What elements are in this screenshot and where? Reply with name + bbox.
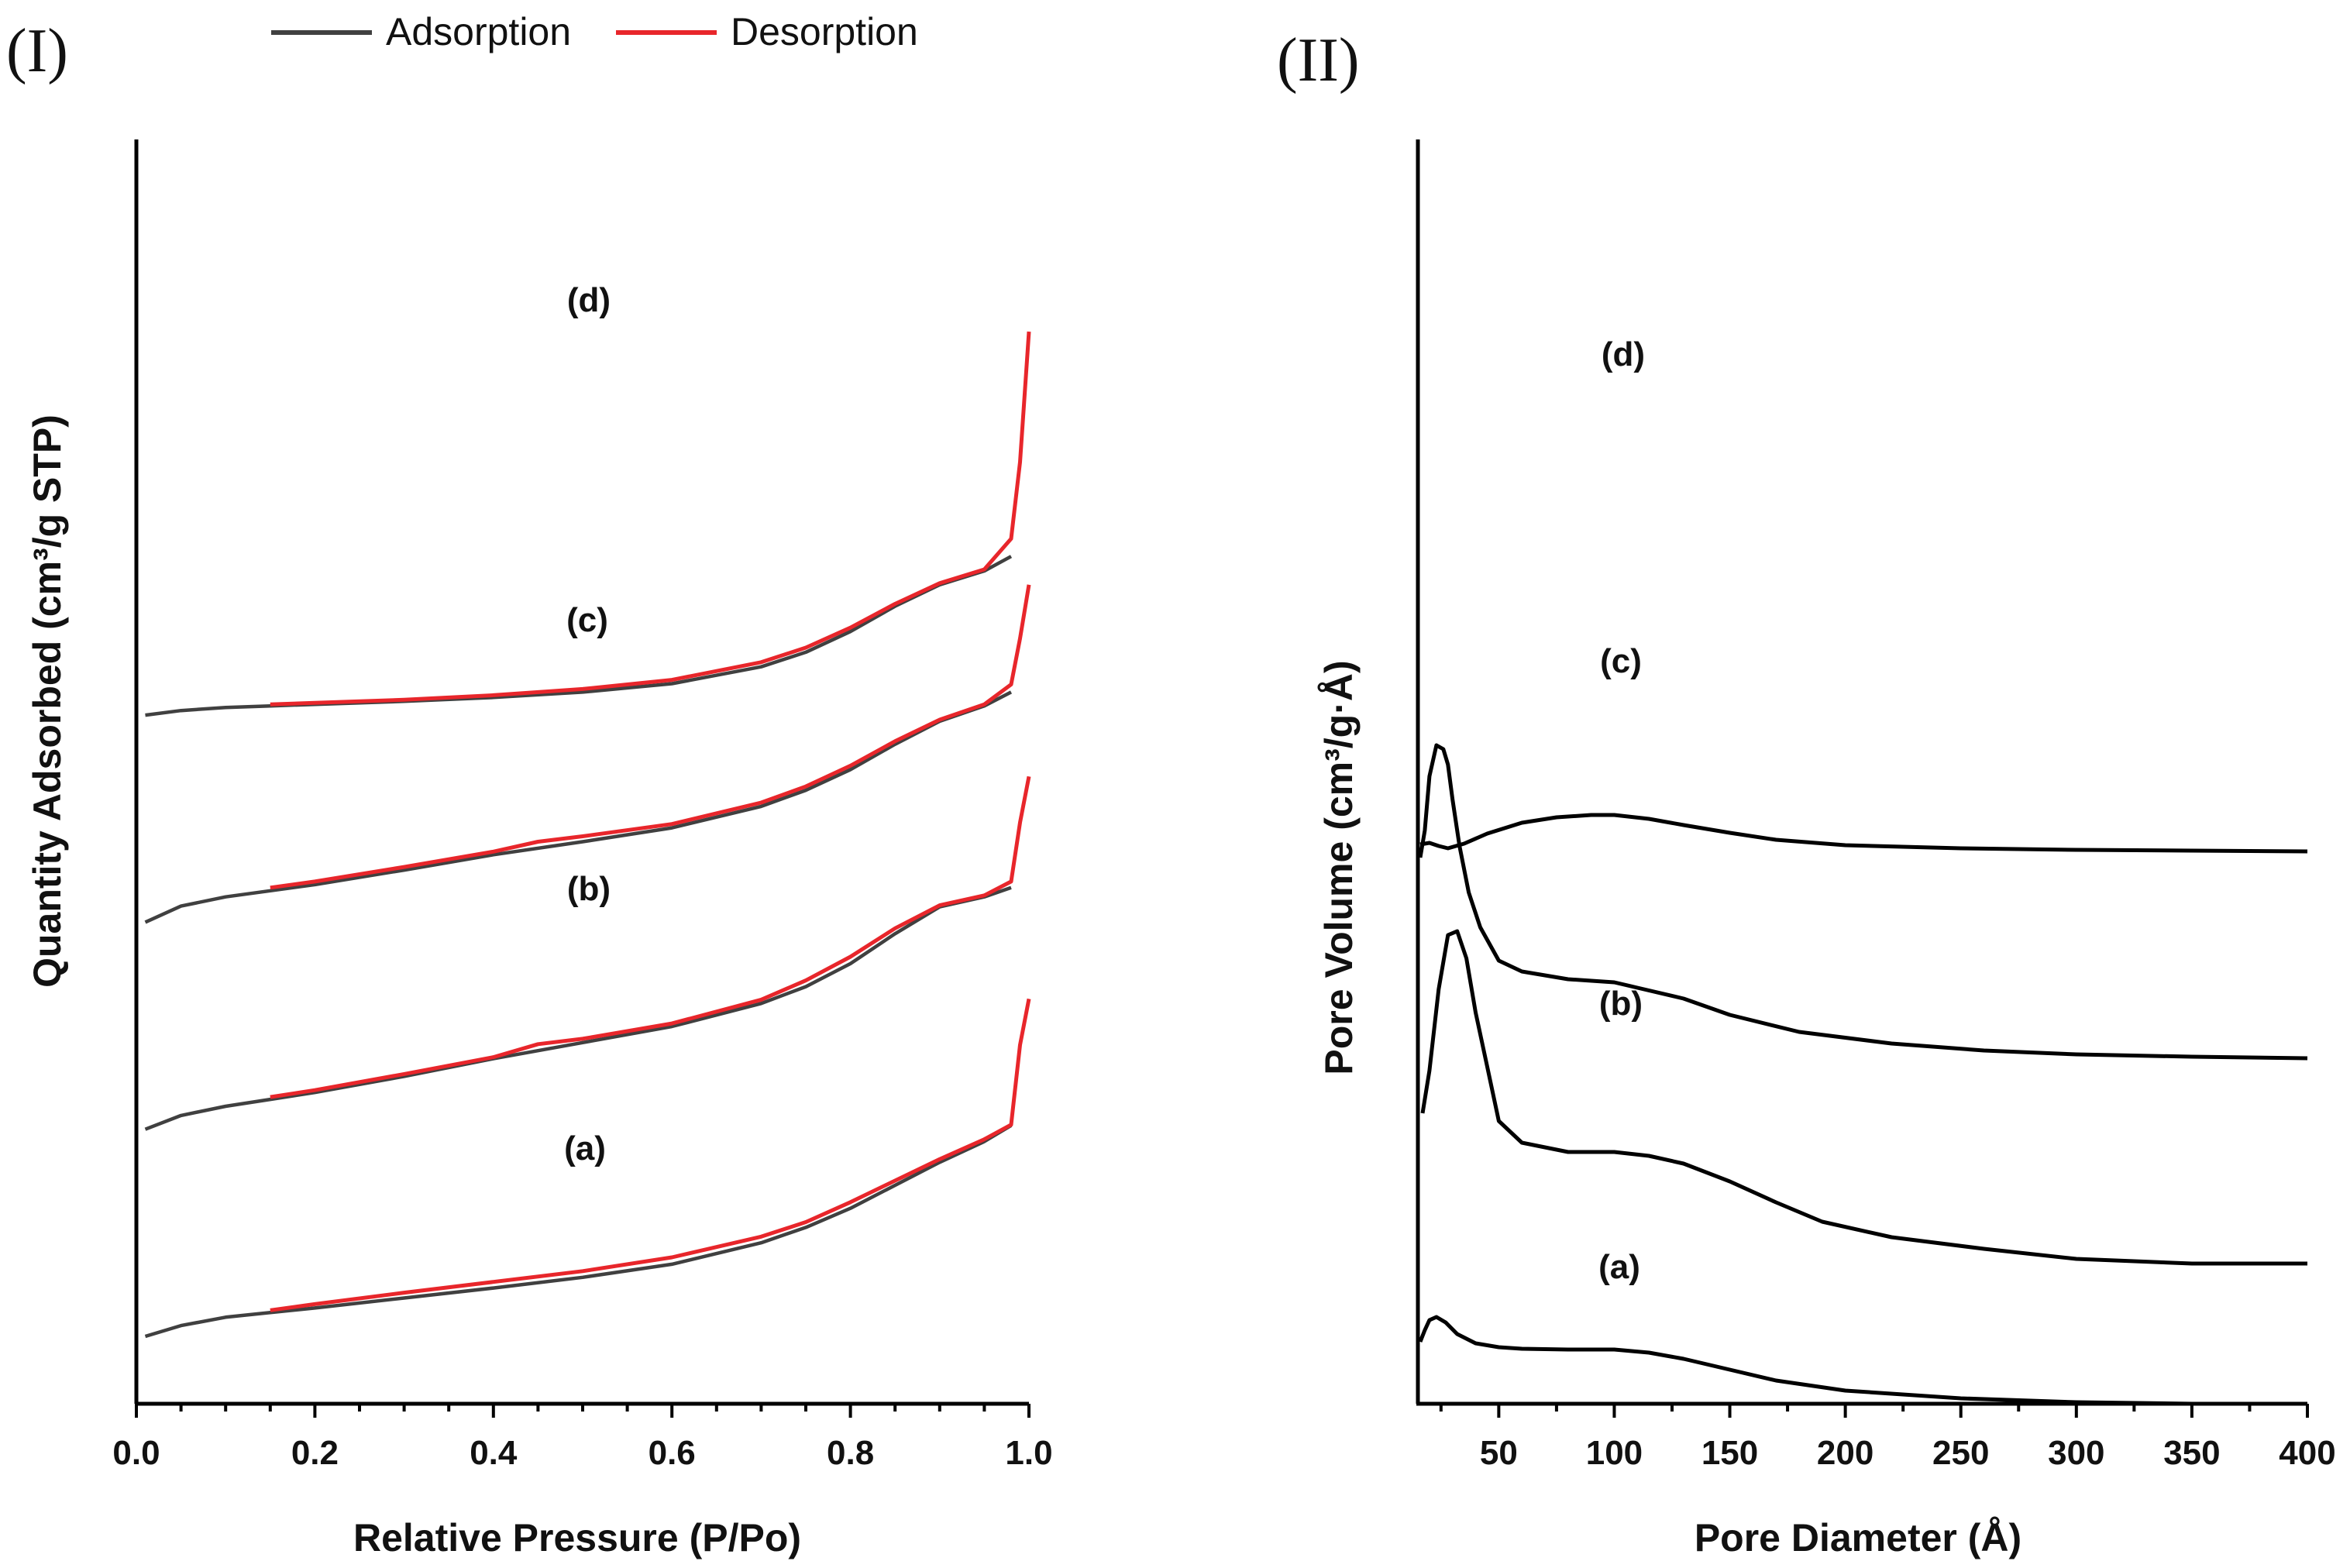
curve-label-a: (a) [564,1130,606,1167]
isotherm-panel: (I) Adsorption Desorption 0.0 0.2 0.4 0.6 0.8… [6,10,1053,1559]
pore-line-c [1418,743,2308,1061]
x-tick-label: 250 [1932,1434,1989,1472]
desorption-line-d [270,331,1031,707]
x-tick-label: 150 [1701,1434,1758,1472]
pore-curves [1418,743,2308,1406]
curve-label-d: (d) [1602,335,1645,373]
x-tick-label: 50 [1480,1434,1518,1472]
adsorption-legend-label: Adsorption [386,10,571,53]
adsorption-line-c [144,690,1013,924]
pore-line-b [1420,929,2307,1266]
x-tick-label: 0.6 [649,1434,696,1472]
curve-label-b: (b) [567,870,611,908]
curve-label-c: (c) [1600,642,1642,680]
curve-label-a: (a) [1598,1248,1640,1286]
x-tick-label: 400 [2279,1434,2335,1472]
pore-line-a [1418,1315,2307,1406]
x-tick-label: 0.8 [827,1434,874,1472]
desorption-line-c [270,584,1031,890]
curve-label-b: (b) [1599,985,1643,1023]
pore-line-d [1419,813,2308,854]
pore-curve-labels: (a) (b) (c) (d) [1598,335,1645,1286]
x-tick-label: 0.4 [470,1434,518,1472]
isotherm-axes: 0.0 0.2 0.4 0.6 0.8 1.0 [112,139,1053,1472]
pore-distribution-panel: (II) 50 100 150 200 250 300 350 400 (a) (b) (c) (d… [1277,26,2336,1559]
x-tick-label: 200 [1817,1434,1873,1472]
x-tick-label: 300 [2048,1434,2104,1472]
isotherm-curves [144,331,1031,1339]
x-tick-label: 350 [2163,1434,2220,1472]
adsorption-line-a [144,1123,1013,1339]
x-tick-label: 0.2 [291,1434,339,1472]
y-axis-title-i: Quantity Adsorbed (cm³/g STP) [26,414,69,988]
x-axis-title-ii: Pore Diameter (Å) [1695,1516,2021,1559]
x-axis-title-i: Relative Pressure (P/Po) [353,1516,801,1559]
panel-label-ii: (II) [1277,26,1360,95]
panel-label-i: (I) [6,17,68,85]
curve-label-c: (c) [566,601,608,639]
x-tick-label: 100 [1586,1434,1643,1472]
x-tick-label: 1.0 [1005,1434,1052,1472]
pore-axes: 50 100 150 200 250 300 350 400 [1416,139,2336,1472]
desorption-legend-label: Desorption [731,10,918,53]
desorption-line-b [270,775,1031,1099]
adsorption-line-b [144,885,1012,1131]
legend: Adsorption Desorption [271,10,918,53]
x-tick-label: 0.0 [112,1434,160,1472]
y-axis-title-ii: Pore Volume (cm³/g·Å) [1317,660,1361,1075]
desorption-line-a [270,998,1031,1312]
isotherm-curve-labels: (a) (b) (c) (d) [564,281,611,1167]
curve-label-d: (d) [567,281,611,319]
